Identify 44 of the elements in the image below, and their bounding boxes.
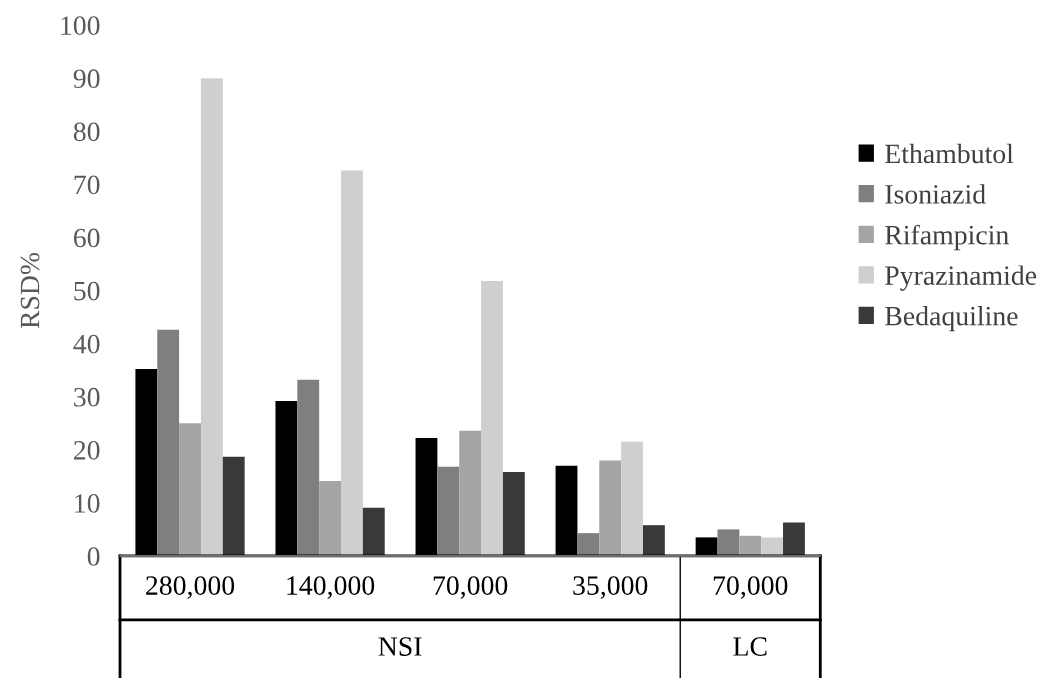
y-tick-label: 70: [74, 175, 100, 195]
y-tick-label: 0: [87, 547, 100, 566]
bar: [157, 329, 180, 556]
bar: [555, 465, 578, 556]
legend-label: Ethambutol: [885, 143, 1014, 164]
y-tick-label: 10: [75, 494, 100, 513]
bar: [695, 537, 718, 556]
y-tick-label: 100: [61, 16, 100, 35]
text: NSI: [378, 637, 422, 656]
x-tick-label: 70,000: [713, 576, 788, 599]
bar: [783, 522, 805, 556]
bar: [179, 423, 201, 556]
y-tick-label: 40: [73, 334, 100, 354]
bar: [222, 456, 245, 556]
y-tick-label: 80: [73, 122, 100, 142]
legend-label: Rifampicin: [885, 224, 1009, 251]
bar: [577, 533, 600, 556]
bar: [599, 460, 622, 556]
legend-label: Bedaquiline: [885, 305, 1018, 332]
y-tick-label: 60: [73, 228, 100, 248]
y-tick-label: 30: [74, 387, 100, 407]
bar: [437, 466, 460, 556]
bar: [739, 535, 762, 556]
x-tick-label: 140,000: [287, 576, 375, 599]
bar: [319, 481, 342, 556]
legend-label: Isoniazid: [885, 184, 986, 204]
y-tick-label: 90: [73, 69, 100, 89]
bar: [135, 369, 158, 556]
legend-label: Pyrazinamide: [885, 265, 1037, 291]
bar: [415, 438, 438, 556]
y-tick-label: 20: [74, 440, 100, 460]
y-tick-label: 50: [74, 281, 100, 301]
bar: [502, 472, 525, 556]
bar: [297, 379, 320, 556]
bar: [459, 430, 482, 556]
y-axis-title: RSD%: [20, 252, 40, 329]
x-tick-label: 70,000: [433, 576, 508, 599]
x-tick-label: 35,000: [573, 576, 648, 599]
bar: [717, 529, 740, 556]
bar: [275, 400, 298, 556]
text: LC: [733, 637, 767, 656]
x-tick-label: 280,000: [146, 576, 235, 599]
bar: [642, 525, 665, 556]
bar: [362, 507, 385, 556]
